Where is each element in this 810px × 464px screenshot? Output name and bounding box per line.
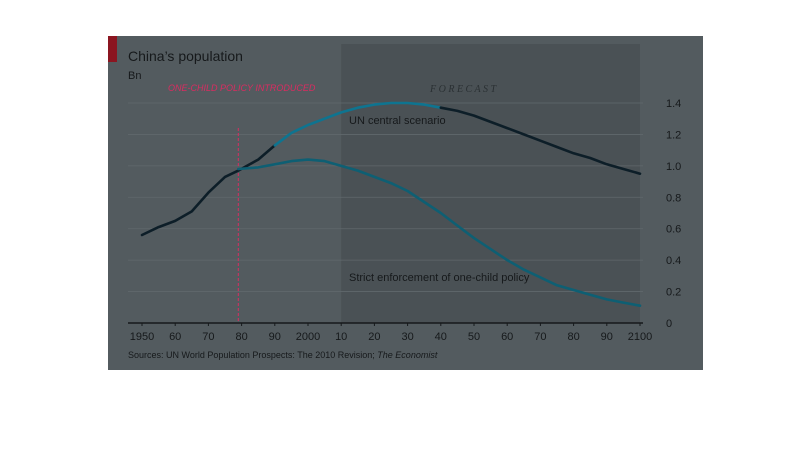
y-unit-label: Bn (128, 70, 141, 82)
x-tick-label: 60 (501, 331, 513, 343)
y-tick-label: 1.0 (666, 161, 681, 173)
y-tick-label: 1.4 (666, 98, 681, 110)
chart-card: 1.4 1.2 1.0 0.8 0.6 0.4 0.2 0 1950 60 70 80 90 2000 1… (108, 36, 703, 370)
x-tick-label: 70 (534, 331, 546, 343)
source-italic: The Economist (377, 350, 438, 360)
y-tick-label: 0.8 (666, 192, 681, 204)
x-tick-label: 60 (169, 331, 181, 343)
x-tick-label: 70 (202, 331, 214, 343)
y-tick-label: 1.2 (666, 129, 681, 141)
x-tick-label: 10 (335, 331, 347, 343)
series-line-0 (140, 144, 277, 237)
y-tick-label: 0.6 (666, 224, 681, 236)
x-tick-label: 30 (401, 331, 413, 343)
x-tick-label: 90 (269, 331, 281, 343)
x-tick-label: 2100 (628, 331, 652, 343)
x-tick-label: 50 (468, 331, 480, 343)
x-tick-label: 80 (235, 331, 247, 343)
chart-title: China’s population (128, 48, 243, 64)
x-tick-label: 20 (368, 331, 380, 343)
chart-svg: 1.4 1.2 1.0 0.8 0.6 0.4 0.2 0 1950 60 70 80 90 2000 1… (108, 36, 681, 360)
annotation-strict-enforcement: Strict enforcement of one-child policy (349, 272, 530, 284)
series-line-2 (439, 106, 642, 175)
source-text: Sources: UN World Population Prospects: … (128, 350, 377, 360)
brand-tab (108, 36, 117, 62)
y-tick-label: 0 (666, 318, 672, 330)
series-line-1 (273, 101, 443, 147)
forecast-label: F O R E C A S T (429, 84, 497, 95)
x-tick-label: 40 (435, 331, 447, 343)
x-tick-label: 90 (601, 331, 613, 343)
source-note: Sources: UN World Population Prospects: … (128, 350, 438, 360)
y-tick-label: 0.4 (666, 255, 681, 267)
x-tick-label: 2000 (296, 331, 320, 343)
y-tick-label: 0.2 (666, 287, 681, 299)
policy-label: ONE-CHILD POLICY INTRODUCED (168, 83, 316, 93)
x-tick-label: 1950 (130, 331, 154, 343)
x-tick-label: 80 (567, 331, 579, 343)
series-line-3 (237, 158, 642, 307)
annotation-un-central: UN central scenario (349, 115, 446, 127)
